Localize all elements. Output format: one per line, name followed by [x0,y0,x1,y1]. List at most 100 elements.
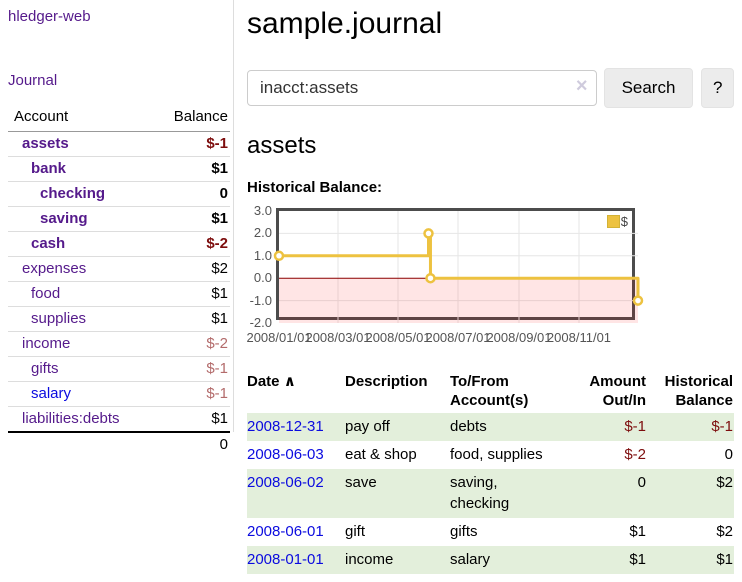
account-balance: $2 [211,260,228,277]
x-tick-label: 2008/03/01 [305,330,371,345]
transaction-date-link[interactable]: 2008-06-03 [247,446,324,463]
account-balance: $1 [211,310,228,327]
account-balance: 0 [219,185,228,202]
transaction-row: 2008-06-02 save saving, checking 0 $2 [247,469,734,518]
account-balance: $-1 [206,135,228,152]
transaction-description: eat & shop [345,446,417,463]
transaction-balance: $2 [716,474,733,491]
accounts-total-value: 0 [219,436,228,453]
search-input[interactable] [247,70,597,106]
account-link-salary[interactable]: salary [31,385,72,402]
transaction-date-link[interactable]: 2008-12-31 [247,418,324,435]
search-button[interactable]: Search [603,68,694,108]
account-balance: $1 [211,410,228,427]
transaction-balance: $-1 [711,418,733,435]
transaction-row: 2008-12-31 pay off debts $-1 $-1 [247,413,734,441]
account-link-cash[interactable]: cash [31,235,66,252]
transaction-date-link[interactable]: 2008-06-02 [247,474,324,491]
account-balance: $1 [211,285,228,302]
account-balance: $1 [211,210,228,227]
accounts-table-header: Account Balance [8,104,230,132]
account-link-liabilities-debts[interactable]: liabilities:debts [22,410,120,427]
transaction-balance: 0 [724,446,733,463]
transaction-accounts: saving, checking [450,474,510,512]
account-balance: $1 [211,160,228,177]
legend-label: $ [620,214,628,229]
account-balance: $-1 [206,385,228,402]
account-link-expenses[interactable]: expenses [22,260,87,277]
brand-link[interactable]: hledger-web [8,8,91,25]
account-row: salary $-1 [8,381,230,407]
register-col-accounts: To/From Account(s) [450,373,529,409]
transaction-amount: $1 [629,551,646,568]
sort-ascending-icon: ∧ [283,373,296,390]
transaction-description: save [345,474,377,491]
account-link-supplies[interactable]: supplies [31,310,87,327]
account-link-bank[interactable]: bank [31,160,67,177]
balance-col-header: Balance [150,104,230,132]
account-link-gifts[interactable]: gifts [31,360,59,377]
y-tick-label: 3.0 [253,203,272,218]
search-form: × Search ? [247,68,734,108]
app-brand: hledger-web [8,8,230,25]
legend-swatch-icon [606,215,620,228]
transaction-row: 2008-01-01 income salary $1 $1 [247,546,734,574]
transaction-accounts: debts [450,418,487,435]
account-balance: $-2 [206,235,228,252]
transaction-accounts: gifts [450,523,478,540]
accounts-table: Account Balance assets $-1 bank $1 check… [8,104,230,457]
transaction-date-link[interactable]: 2008-01-01 [247,551,324,568]
chart-legend: $ [606,214,628,229]
account-link-income[interactable]: income [22,335,71,352]
sidebar: hledger-web Journal Account Balance asse… [8,8,230,457]
help-button[interactable]: ? [701,68,734,108]
register-col-date[interactable]: Date ∧ [247,370,345,413]
transaction-description: pay off [345,418,390,435]
register-col-amount: Amount Out/In [589,373,646,409]
account-row: food $1 [8,281,230,307]
y-tick-label: 0.0 [253,270,272,286]
account-row: cash $-2 [8,231,230,257]
account-link-saving[interactable]: saving [40,210,88,227]
account-row: saving $1 [8,206,230,232]
account-row: assets $-1 [8,132,230,157]
register-table: Date ∧ Description To/From Account(s) Am… [247,370,734,574]
chart-title: Historical Balance: [247,179,383,196]
account-row: income $-2 [8,331,230,357]
transaction-accounts: food, supplies [450,446,543,463]
account-row: expenses $2 [8,256,230,282]
transaction-amount: 0 [637,474,646,491]
register-col-description: Description [345,373,428,390]
x-tick-label: 2008/05/01 [365,330,431,345]
accounts-col-header: Account [8,104,151,132]
y-tick-label: 2.0 [253,225,272,241]
account-link-food[interactable]: food [31,285,61,302]
transaction-description: income [345,551,394,568]
chart-plot-area: $ [273,208,644,323]
transaction-amount: $1 [629,523,646,540]
y-tick-label: -1.0 [249,292,272,308]
page-title: sample.journal [247,7,443,40]
sidebar-item-journal[interactable]: Journal [8,72,58,89]
account-balance: $-2 [206,335,228,352]
chart: $ 3.0 2.0 1.0 0.0 -1.0 -2.0 2008/01/01 2008/03/… [246,203,734,358]
account-heading: assets [247,132,317,159]
transaction-amount: $-1 [624,418,646,435]
transaction-row: 2008-06-01 gift gifts $1 $2 [247,518,734,546]
transaction-amount: $-2 [624,446,646,463]
main-content: sample.journal × Search ? assets Histori… [246,0,734,574]
transaction-row: 2008-06-03 eat & shop food, supplies $-2… [247,441,734,469]
account-row: bank $1 [8,156,230,182]
x-tick-label: 2008/01/01 [246,330,312,345]
register-header-row: Date ∧ Description To/From Account(s) Am… [247,370,734,413]
transaction-accounts: salary [450,551,491,568]
account-link-assets[interactable]: assets [22,135,69,152]
transaction-description: gift [345,523,366,540]
y-tick-label: 1.0 [253,247,272,263]
account-link-checking[interactable]: checking [40,185,106,202]
register-col-balance: Historical Balance [664,373,733,409]
account-row: checking 0 [8,181,230,207]
account-row: liabilities:debts $1 [8,406,230,433]
transaction-date-link[interactable]: 2008-06-01 [247,523,324,540]
clear-search-icon[interactable]: × [575,75,588,97]
